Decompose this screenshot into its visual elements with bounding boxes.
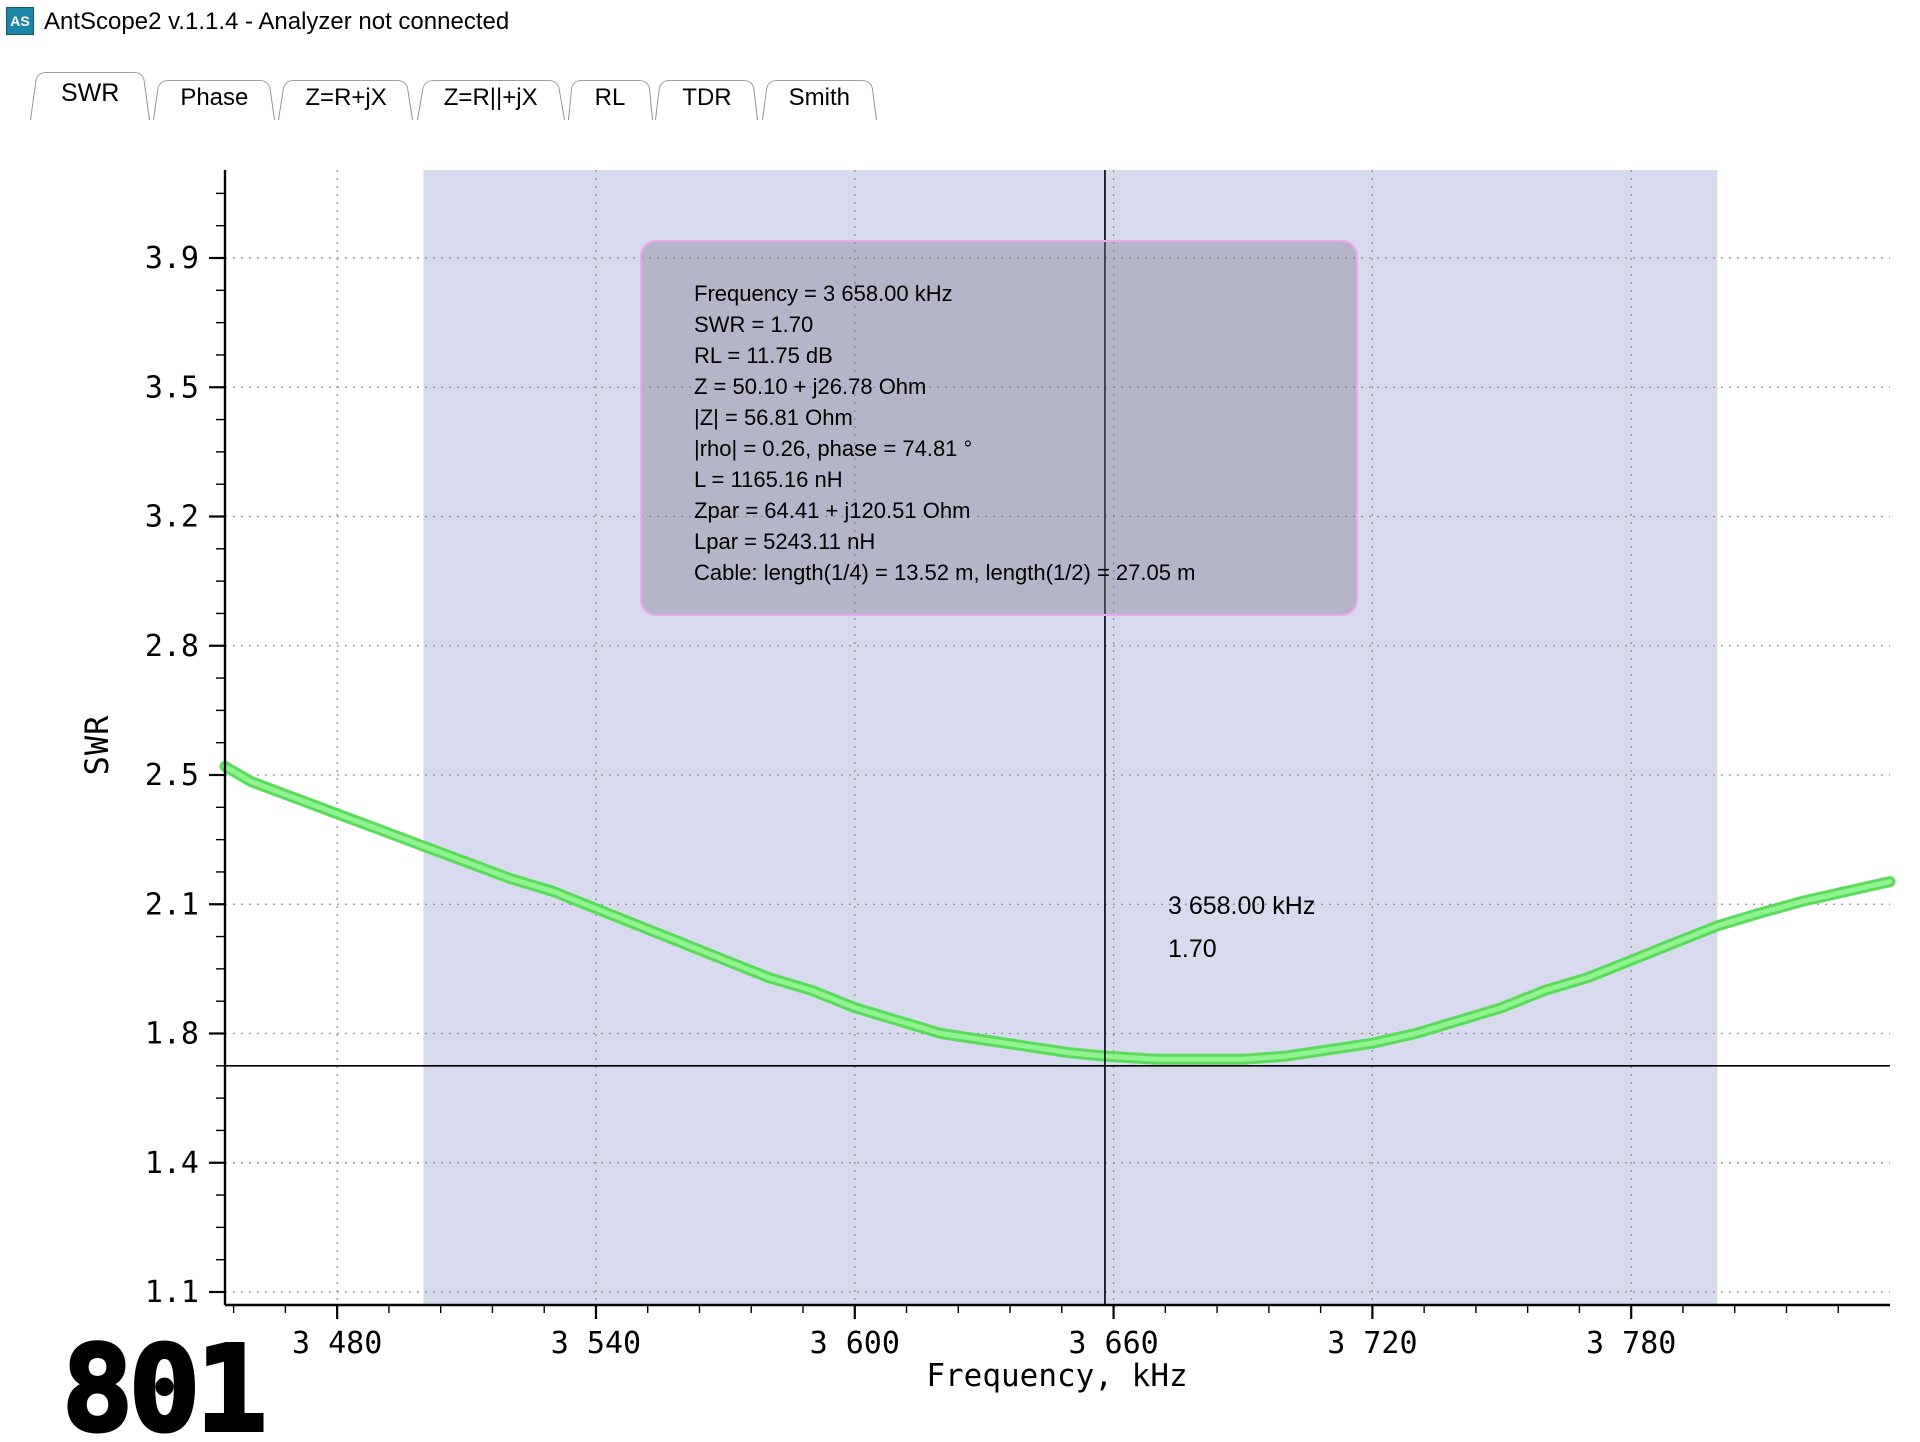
tab-label: RL	[594, 84, 626, 111]
titlebar[interactable]: AS AntScope2 v.1.1.4 - Analyzer not conn…	[0, 0, 1920, 44]
x-tick-label: 3 480	[292, 1326, 382, 1361]
y-tick-label: 1.4	[145, 1146, 199, 1181]
x-axis-title: Frequency, kHz	[926, 1358, 1188, 1394]
marker-info-box: Frequency = 3 658.00 kHz SWR = 1.70 RL =…	[640, 240, 1358, 616]
swr-curve-highlight	[222, 763, 1893, 1062]
cursor-frequency: 3 658.00 kHz	[1168, 892, 1316, 920]
y-tick-label: 3.2	[145, 500, 199, 535]
info-line-rho: |rho| = 0.26, phase = 74.81 °	[694, 436, 973, 461]
tab-label: Smith	[788, 84, 850, 111]
info-line-zpar: Zpar = 64.41 + j120.51 Ohm	[694, 498, 971, 523]
y-tick-label: 1.8	[145, 1017, 199, 1052]
cursor-readout: 3 658.00 kHz 1.70	[1168, 885, 1315, 971]
info-line-lpar: Lpar = 5243.11 nH	[694, 529, 876, 554]
info-line-swr: SWR = 1.70	[694, 312, 814, 337]
app-icon: AS	[6, 7, 34, 35]
y-axis-title: SWR	[78, 714, 116, 776]
info-line-z: Z = 50.10 + j26.78 Ohm	[694, 374, 927, 399]
y-tick-label: 1.1	[145, 1275, 199, 1310]
y-tick-label: 3.9	[145, 241, 199, 276]
x-tick-label: 3 720	[1327, 1326, 1417, 1361]
info-line-frequency: Frequency = 3 658.00 kHz	[694, 281, 953, 306]
big-number-overlay: 801	[60, 1320, 269, 1442]
tab-label: Phase	[180, 84, 249, 111]
tab-label: Z=R+jX	[305, 84, 387, 111]
x-tick-label: 3 600	[810, 1326, 900, 1361]
tab-bar: SWR Phase Z=R+jX Z=R||+jX RL TDR Smith	[30, 66, 880, 120]
tab-z-parallel[interactable]: Z=R||+jX	[417, 76, 565, 120]
tab-z-series[interactable]: Z=R+jX	[278, 76, 413, 120]
tab-rl[interactable]: RL	[568, 76, 653, 120]
tab-tdr[interactable]: TDR	[655, 76, 758, 120]
cursor-swr: 1.70	[1168, 935, 1217, 963]
y-tick-label: 2.5	[145, 758, 199, 793]
info-line-l: L = 1165.16 nH	[694, 467, 843, 492]
tab-label: TDR	[682, 84, 732, 111]
tab-swr[interactable]: SWR	[30, 66, 150, 120]
band-highlight	[423, 170, 1718, 1305]
tab-label: SWR	[61, 78, 120, 107]
tab-label: Z=R||+jX	[443, 84, 538, 111]
x-tick-label: 3 780	[1586, 1326, 1676, 1361]
tab-smith[interactable]: Smith	[762, 76, 877, 120]
window-title: AntScope2 v.1.1.4 - Analyzer not connect…	[44, 8, 510, 35]
x-tick-label: 3 660	[1068, 1326, 1158, 1361]
info-line-zmag: |Z| = 56.81 Ohm	[694, 405, 853, 430]
y-tick-label: 2.8	[145, 629, 199, 664]
y-tick-label: 3.5	[145, 370, 199, 405]
x-tick-label: 3 540	[551, 1326, 641, 1361]
tab-phase[interactable]: Phase	[153, 76, 275, 120]
y-tick-label: 2.1	[145, 887, 199, 922]
info-line-cable: Cable: length(1/4) = 13.52 m, length(1/2…	[694, 560, 1196, 585]
info-line-rl: RL = 11.75 dB	[694, 343, 833, 368]
